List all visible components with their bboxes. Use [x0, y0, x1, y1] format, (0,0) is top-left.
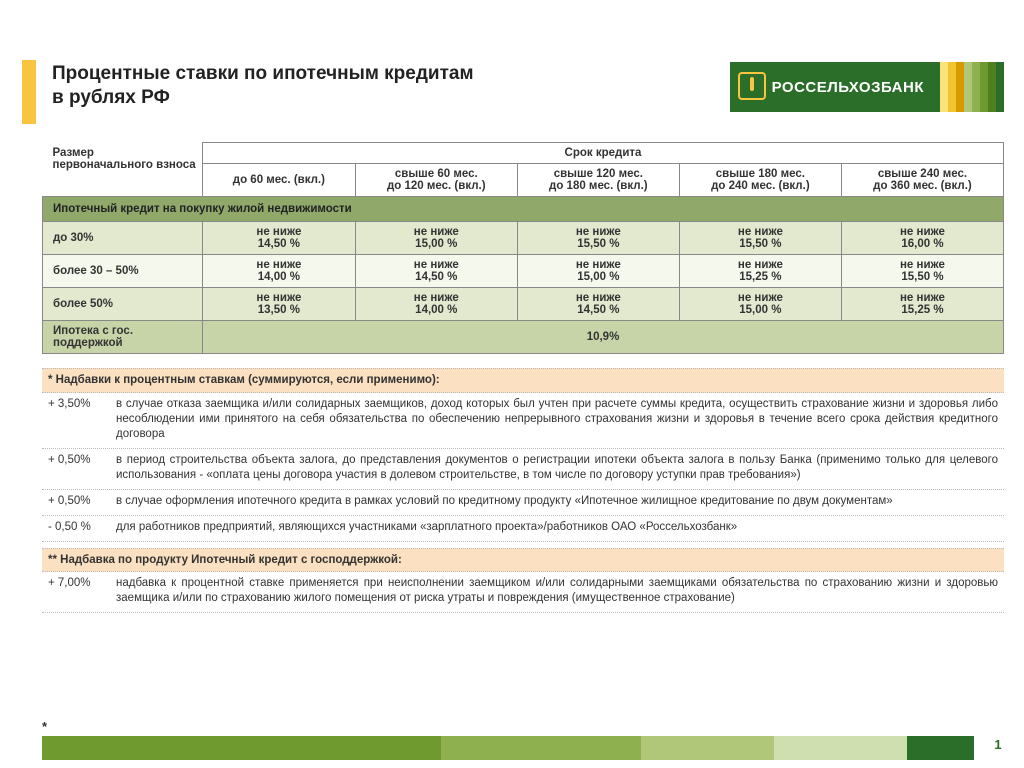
rowhead-label: Размер первоначального взноса — [43, 143, 203, 197]
page-title: Процентные ставки по ипотечным кредитам в… — [52, 62, 552, 110]
rate-row: более 50%не ниже13,50 %не ниже14,00 %не … — [43, 288, 1004, 321]
note-percent: + 0,50% — [48, 494, 104, 509]
gov-row-value: 10,9% — [203, 321, 1004, 354]
rate-cell: не ниже14,50 % — [355, 255, 517, 288]
notes-block: * Надбавки к процентным ставкам (суммиру… — [42, 368, 1004, 613]
footnote-star: * — [42, 719, 47, 734]
brand-mark-icon — [738, 72, 766, 100]
rate-cell: не ниже15,50 % — [841, 255, 1003, 288]
rate-cell: не ниже15,00 % — [679, 288, 841, 321]
note-text: в период строительства объекта залога, д… — [116, 453, 998, 483]
rate-row-label: до 30% — [43, 222, 203, 255]
rates-table: Размер первоначального взноса Срок креди… — [42, 142, 1004, 354]
note-text: для работников предприятий, являющихся у… — [116, 520, 998, 535]
bottom-stripes — [42, 736, 974, 760]
brand-stripe — [980, 62, 988, 112]
note-percent: + 7,00% — [48, 576, 104, 606]
term-column-header: до 60 мес. (вкл.) — [203, 164, 356, 197]
rate-cell: не ниже14,00 % — [355, 288, 517, 321]
content-area: Размер первоначального взноса Срок креди… — [42, 142, 1004, 613]
brand-stripe — [948, 62, 956, 112]
bottom-stripe-segment — [641, 736, 774, 760]
brand-stripe — [996, 62, 1004, 112]
brand-stripe — [940, 62, 948, 112]
title-line2: в рублях РФ — [52, 87, 170, 108]
bottom-stripe-segment — [907, 736, 974, 760]
notes-title: * Надбавки к процентным ставкам (суммиру… — [42, 368, 1004, 393]
note-row: - 0,50 % для работников предприятий, явля… — [42, 516, 1004, 542]
rate-cell: не ниже16,00 % — [841, 222, 1003, 255]
rate-cell: не ниже15,50 % — [679, 222, 841, 255]
brand-stripe — [988, 62, 996, 112]
note-text: в случае отказа заемщика и/или солидарны… — [116, 397, 998, 442]
rate-row: до 30%не ниже14,50 %не ниже15,00 %не ниж… — [43, 222, 1004, 255]
rate-cell: не ниже14,50 % — [203, 222, 356, 255]
note-row: + 3,50% в случае отказа заемщика и/или со… — [42, 393, 1004, 449]
bottom-stripe-segment — [42, 736, 441, 760]
rate-cell: не ниже14,00 % — [203, 255, 356, 288]
note-row: + 7,00% надбавка к процентной ставке прим… — [42, 572, 1004, 613]
brand-stripe — [972, 62, 980, 112]
note-row: + 0,50% в период строительства объекта за… — [42, 449, 1004, 490]
rate-row-label: более 30 – 50% — [43, 255, 203, 288]
term-column-header: свыше 240 мес.до 360 мес. (вкл.) — [841, 164, 1003, 197]
note-text: в случае оформления ипотечного кредита в… — [116, 494, 998, 509]
note-percent: + 0,50% — [48, 453, 104, 483]
term-column-header: свыше 60 мес.до 120 мес. (вкл.) — [355, 164, 517, 197]
brand-stripes — [940, 62, 1004, 112]
page-number: 1 — [984, 732, 1012, 756]
section-label: Ипотечный кредит на покупку жилой недвиж… — [43, 197, 1004, 222]
note-percent: + 3,50% — [48, 397, 104, 442]
gov-row-label: Ипотека с гос. поддержкой — [43, 321, 203, 354]
notes2-title: ** Надбавка по продукту Ипотечный кредит… — [42, 548, 1004, 573]
rate-cell: не ниже15,50 % — [517, 222, 679, 255]
note-row: + 0,50% в случае оформления ипотечного кр… — [42, 490, 1004, 516]
brand-text: РОССЕЛЬХОЗБАНК — [772, 79, 924, 96]
note-percent: - 0,50 % — [48, 520, 104, 535]
rate-row: более 30 – 50%не ниже14,00 %не ниже14,50… — [43, 255, 1004, 288]
term-column-header: свыше 120 мес.до 180 мес. (вкл.) — [517, 164, 679, 197]
brand-stripe — [956, 62, 964, 112]
term-header: Срок кредита — [203, 143, 1004, 164]
rate-cell: не ниже13,50 % — [203, 288, 356, 321]
note-text: надбавка к процентной ставке применяется… — [116, 576, 998, 606]
rate-cell: не ниже15,00 % — [517, 255, 679, 288]
rate-row-label: более 50% — [43, 288, 203, 321]
rate-cell: не ниже15,25 % — [679, 255, 841, 288]
rate-cell: не ниже14,50 % — [517, 288, 679, 321]
brand-logo: РОССЕЛЬХОЗБАНК — [730, 62, 1004, 112]
accent-bar — [22, 60, 36, 124]
bottom-stripe-segment — [774, 736, 907, 760]
term-column-header: свыше 180 мес.до 240 мес. (вкл.) — [679, 164, 841, 197]
brand-name: РОССЕЛЬХОЗБАНК — [730, 62, 940, 112]
bottom-stripe-segment — [441, 736, 641, 760]
rate-cell: не ниже15,00 % — [355, 222, 517, 255]
rate-cell: не ниже15,25 % — [841, 288, 1003, 321]
title-line1: Процентные ставки по ипотечным кредитам — [52, 63, 474, 84]
brand-stripe — [964, 62, 972, 112]
